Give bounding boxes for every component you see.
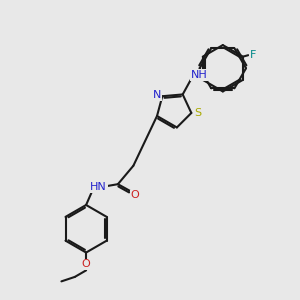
Text: S: S <box>194 108 201 118</box>
Text: NH: NH <box>191 70 207 80</box>
Text: N: N <box>153 90 161 100</box>
Text: HN: HN <box>90 182 107 192</box>
Text: O: O <box>82 260 91 269</box>
Text: F: F <box>250 50 256 60</box>
Text: O: O <box>131 190 140 200</box>
